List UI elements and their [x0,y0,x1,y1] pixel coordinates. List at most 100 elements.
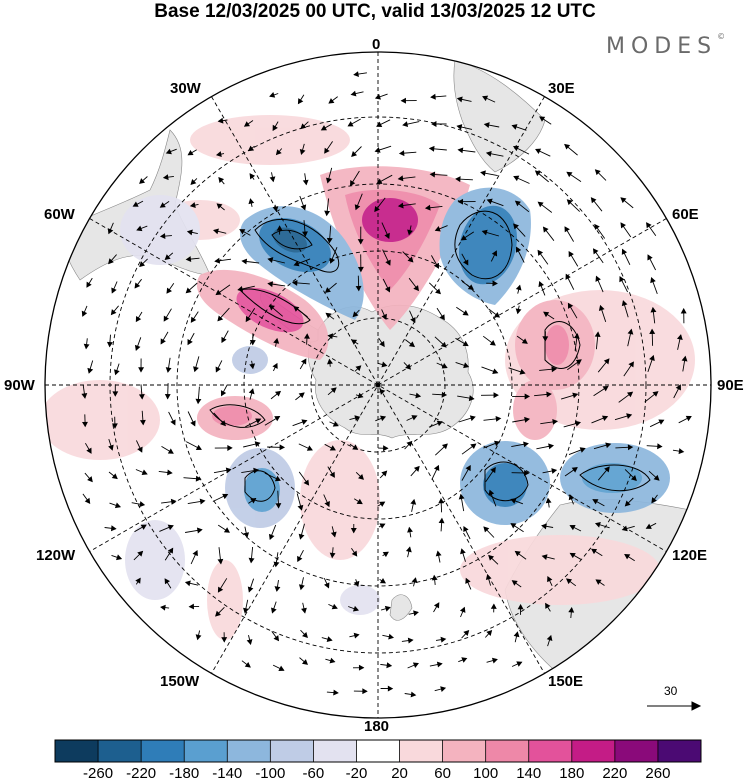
wind-vector-head [620,222,626,229]
wind-vector-head [513,631,520,638]
wind-vector-head [255,418,262,424]
wind-vector-head [514,550,521,557]
wind-vector-head [167,469,173,476]
wind-vector-head [438,517,445,524]
wind-vector-head [386,662,393,669]
wind-vector-head [467,284,474,290]
wind-vector-head [384,605,391,612]
wind-vector-head [381,361,388,368]
wind-vector-head [524,393,531,400]
weak-positive-anomaly [45,380,160,460]
lon-label-90e: 90E [717,377,744,394]
wind-vector-head [218,176,225,184]
wind-vector-head [350,179,356,187]
weak-negative-anomaly [120,195,200,265]
wind-vector-head [249,363,256,370]
wind-vector-head [465,577,471,584]
positive-anomaly-95e [513,380,557,440]
wind-vector-head [685,415,692,422]
wind-vector-head [139,261,146,268]
wind-vector-head [379,501,386,507]
wind-vector-head [491,657,498,664]
wind-vector-head [546,391,552,398]
wind-vector-head [647,254,653,261]
wind-vector-head [374,205,380,213]
wind-vector-head [320,125,327,131]
wind-vector-head [291,279,298,286]
wind-vector-head [189,202,196,208]
wind-vector-head [217,586,224,593]
wind-vector-head [681,355,688,362]
wind-vector-head [545,602,551,609]
wind-vector-head [491,250,498,257]
colorbar-swatch [313,740,357,762]
wind-vector-head [245,315,252,323]
wind-vector-head [278,665,285,671]
wind-vector-head [217,315,224,322]
colorbar-swatch [399,740,443,762]
wind-vector-head [237,285,244,292]
wind-vector-head [134,282,141,289]
wind-vector-head [407,229,413,236]
colorbar-tick-label: 100 [473,765,499,782]
wind-vector-head [354,415,361,422]
wind-vector-head [352,605,359,612]
wind-vector-head [591,548,598,555]
wind-vector-head [328,98,335,104]
wind-vector-head [537,201,544,208]
wind-vector-head [350,528,357,534]
wind-vector-head [645,523,652,529]
weak-negative-anomaly [340,585,380,615]
wind-vector-head [511,580,518,586]
wind-vector-head [138,367,145,373]
wind-vector-head [541,554,548,561]
wind-vector-head [81,393,88,399]
lon-label-90w: 90W [4,377,35,394]
wind-vector-head [326,636,333,643]
contour-line [254,218,340,273]
wind-vector-head [413,465,420,472]
wind-vector-head [137,446,143,453]
wind-vector-head [468,395,475,402]
wind-vector-head [430,93,436,100]
wind-vector-head [190,179,197,185]
wind-vector-head [114,502,121,509]
colorbar-frame [54,739,702,763]
wind-vector-head [488,554,495,561]
negative-anomaly-40e-core [459,205,517,285]
wind-vector-head [324,287,331,293]
wind-vector-head [569,525,576,531]
wind-vector-head [602,385,609,392]
wind-vector-head [650,306,657,313]
wind-vector-head [565,578,573,585]
wind-vector-head [545,497,552,504]
wind-vector-head [167,547,174,554]
wind-vector-head [658,419,665,425]
colorbar-tick-label: 180 [559,765,585,782]
wind-vector-head [438,497,445,504]
wind-vector-head [199,498,206,505]
wind-vector-head [379,578,386,584]
wind-vector-head [293,306,300,312]
wind-vector-head [300,204,307,211]
wind-vector-head [160,338,166,345]
wind-vector-head [407,637,414,644]
wind-vector-head [330,531,337,538]
wind-vector-head [652,391,659,397]
wind-vector-head [185,287,192,294]
wind-vector-head [435,288,441,295]
wind-vector-head [539,116,546,122]
wind-vector-head [411,415,418,421]
wind-vector-head [293,260,300,267]
wind-vector-head [493,392,499,399]
wind-vector-head [567,302,574,309]
wind-vector-head [646,222,652,229]
wind-vector-head [298,533,305,540]
wind-vector-head [566,199,573,206]
wind-vector-head [329,471,335,478]
colorbar-swatch [528,740,573,762]
wind-vector-head [564,226,570,233]
lon-label-0: 0 [372,36,381,53]
wind-vector-head [267,281,274,288]
